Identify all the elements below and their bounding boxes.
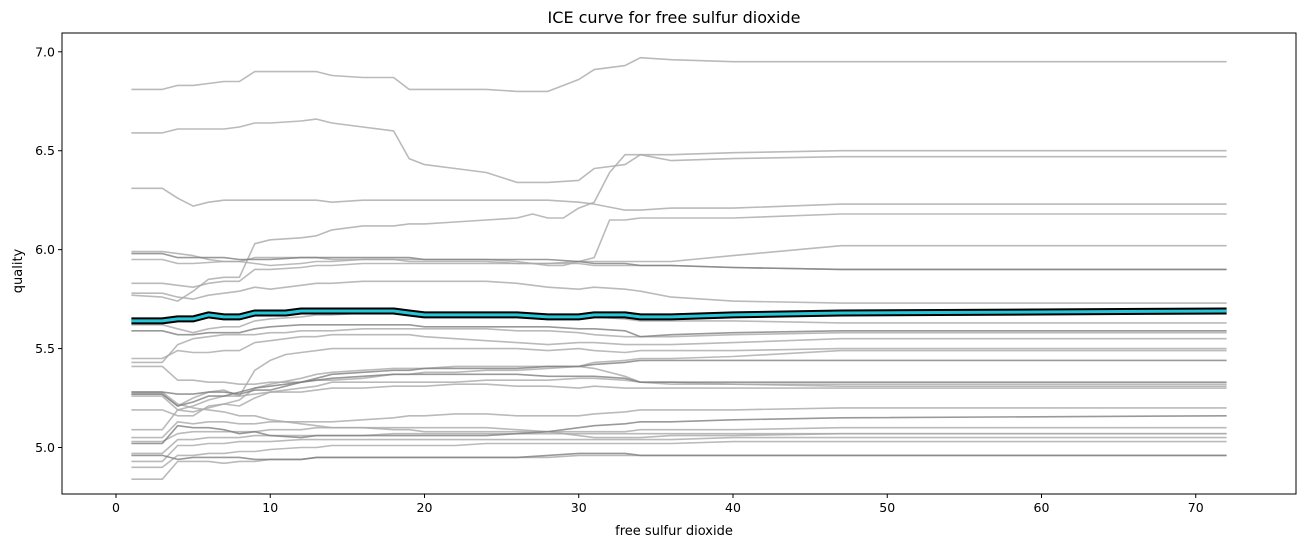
ice-curve-11 (131, 327, 1227, 364)
ice-curve-21 (131, 436, 1227, 463)
ice-curve-4 (131, 149, 1227, 302)
y-tick-label: 7.0 (35, 44, 55, 59)
ice-curve-20 (131, 432, 1227, 455)
ice-curve-dark-3 (131, 373, 1227, 407)
ice-curve-3 (131, 187, 1227, 211)
ice-curve-1 (131, 56, 1227, 93)
ice-curves (131, 56, 1227, 481)
y-tick-label: 5.5 (35, 341, 55, 356)
average-curve (131, 309, 1227, 323)
ice-curve-dark-4 (131, 359, 1227, 395)
x-tick-label: 30 (571, 500, 587, 515)
ice-curve-17 (131, 391, 1227, 433)
ice-curves-dark (131, 252, 1227, 461)
ice-curve-6 (131, 244, 1227, 267)
ice-curve-2 (131, 118, 1227, 184)
x-tick-label: 60 (1034, 500, 1050, 515)
ice-curve-22 (131, 440, 1227, 469)
ice-curve-10 (131, 333, 1227, 360)
ice-curve-13 (131, 347, 1227, 407)
chart-title: ICE curve for free sulfur dioxide (548, 8, 801, 27)
x-axis-label: free sulfur dioxide (615, 524, 733, 539)
ice-curve-dark-2 (131, 323, 1227, 338)
ice-curve-7 (131, 262, 1227, 289)
y-axis-ticks: 5.0 5.5 6.0 6.5 7.0 (35, 44, 62, 455)
ice-curve-dark-5 (131, 414, 1227, 445)
x-axis-ticks: 0 10 20 30 40 50 60 70 (112, 494, 1204, 515)
ice-curve-8 (131, 280, 1227, 304)
ice-curve-16 (131, 377, 1227, 431)
plot-frame (61, 32, 1297, 495)
x-tick-label: 10 (262, 500, 278, 515)
x-tick-label: 40 (725, 500, 741, 515)
ice-curve-dark-1 (131, 252, 1227, 271)
x-tick-label: 70 (1188, 500, 1204, 515)
ice-curve-18 (131, 407, 1227, 439)
ice-curve-dark-6 (131, 452, 1227, 461)
y-tick-label: 5.0 (35, 440, 55, 455)
ice-curve-19 (131, 426, 1227, 443)
ice-curve-14 (131, 365, 1227, 417)
x-tick-label: 0 (112, 500, 120, 515)
x-tick-label: 50 (879, 500, 895, 515)
average-curve-group (131, 307, 1227, 325)
ice-curve-15 (131, 383, 1227, 413)
x-tick-label: 20 (417, 500, 433, 515)
y-axis-label: quality (11, 248, 26, 293)
y-tick-label: 6.0 (35, 242, 55, 257)
y-tick-label: 6.5 (35, 143, 55, 158)
